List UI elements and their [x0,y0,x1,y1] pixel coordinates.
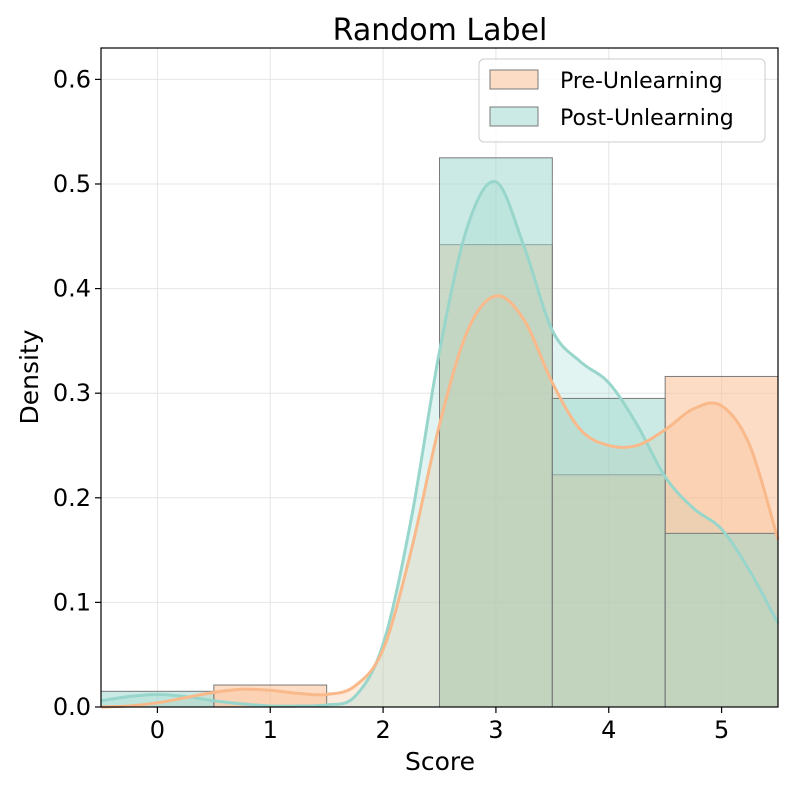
y-axis-ticks: 0.0 0.1 0.2 0.3 0.4 0.5 0.6 [53,65,101,721]
kde-lines [100,180,780,709]
y-tick-label: 0.5 [53,170,91,198]
legend-label-post-unlearning: Post-Unlearning [560,106,734,131]
kde-line-post-unlearning [100,180,780,708]
x-axis-ticks: 0 1 2 3 4 5 [150,707,729,744]
legend: Pre-Unlearning Post-Unlearning [478,58,766,143]
legend-swatch-pre-unlearning [489,69,539,90]
x-tick-label: 2 [375,716,390,744]
x-tick-label: 3 [488,716,503,744]
x-tick-label: 1 [263,716,278,744]
x-tick-label: 0 [150,716,165,744]
x-tick-label: 4 [601,716,616,744]
bar-post-unlearning [439,157,553,708]
y-tick-label: 0.2 [53,484,91,512]
x-axis-label: Score [405,747,475,776]
bars [100,157,779,708]
y-axis-label: Density [15,329,44,424]
y-tick-label: 0.1 [53,588,91,616]
x-tick-label: 5 [714,716,729,744]
y-tick-label: 0.6 [53,65,91,93]
bar-post-unlearning [664,532,779,708]
y-tick-label: 0.4 [53,275,91,303]
legend-label-pre-unlearning: Pre-Unlearning [560,69,723,94]
kde-line-pre-unlearning [100,294,780,709]
legend-swatch-post-unlearning [489,106,539,127]
chart-title: Random Label [333,13,548,48]
plot-frame [100,47,779,708]
y-tick-label: 0.3 [53,379,91,407]
y-tick-label: 0.0 [53,693,91,721]
legend-box [478,58,766,143]
